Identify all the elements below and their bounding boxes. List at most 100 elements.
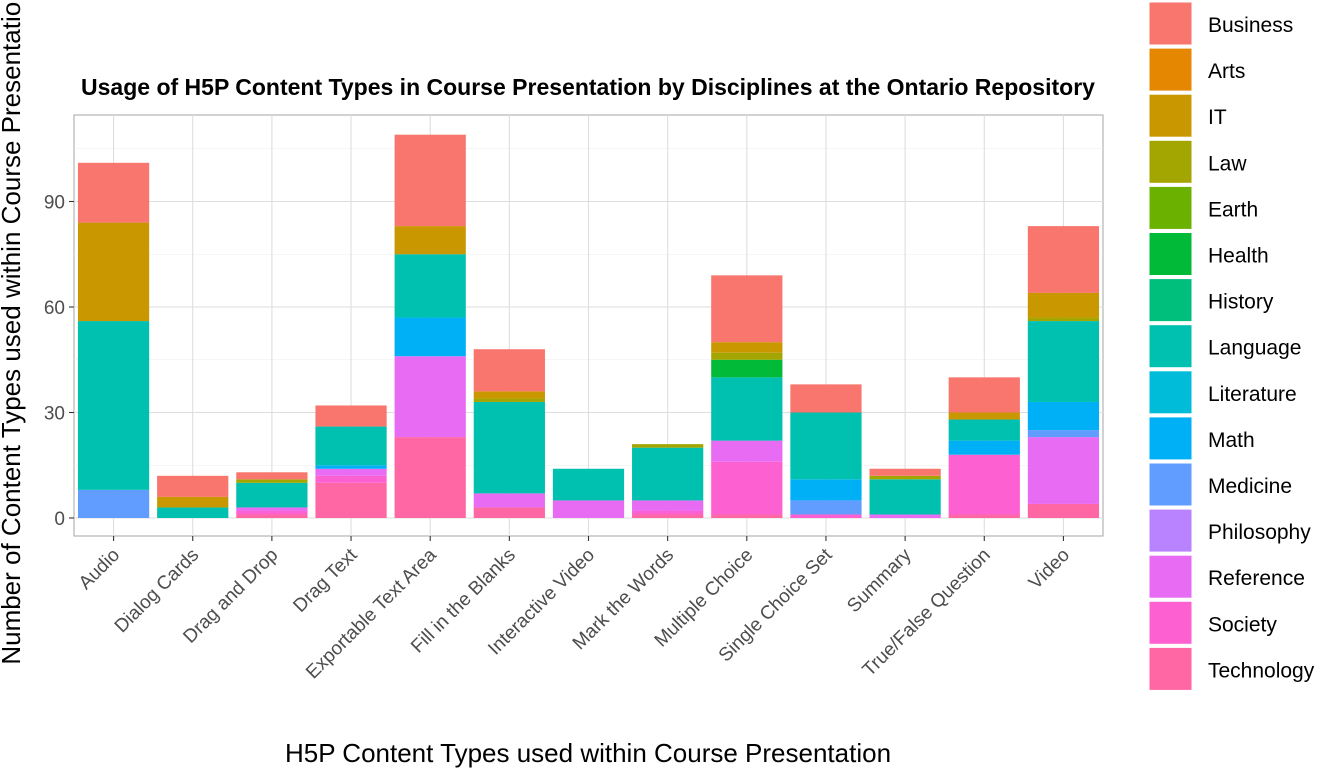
bar-segment-technology	[948, 514, 1020, 518]
bar-segment-business	[948, 377, 1020, 413]
bar-segment-language	[236, 482, 308, 508]
bar-segment-it	[1027, 292, 1100, 318]
x-tick-label: Exportable Text Area	[302, 544, 441, 683]
bar-segment-law	[632, 444, 704, 448]
y-tick-label: 90	[44, 193, 65, 214]
legend-swatch-math	[1148, 416, 1193, 461]
y-tick-label: 30	[44, 404, 65, 425]
y-tick-label: 60	[44, 298, 65, 319]
bar-segment-language	[394, 254, 466, 318]
legend-label: Arts	[1208, 60, 1245, 83]
bar-segment-medicine	[77, 489, 150, 518]
legend-label: Philosophy	[1208, 521, 1311, 544]
legend-swatch-earth	[1148, 185, 1193, 230]
legend-label: Society	[1208, 613, 1277, 636]
bar-segment-society	[711, 461, 783, 515]
bar-segment-law	[711, 352, 783, 360]
bar-segment-math	[1027, 401, 1100, 431]
bar-segment-business	[711, 275, 783, 343]
bar-segment-it	[711, 342, 783, 353]
bar-segment-it	[473, 391, 545, 399]
y-tick-label: 0	[54, 509, 65, 530]
bar-segment-it	[77, 222, 150, 322]
bar-segment-medicine	[790, 500, 862, 515]
legend-swatch-society	[1148, 600, 1193, 645]
bar-segment-business	[869, 468, 941, 476]
bar-segment-law	[236, 479, 308, 483]
bar-segment-technology	[315, 482, 387, 518]
bar-segment-technology	[711, 514, 783, 518]
bar-segment-math	[790, 479, 862, 501]
bar-segment-language	[1027, 321, 1100, 402]
bar-segment-business	[315, 405, 387, 427]
legend-label: Earth	[1208, 198, 1258, 221]
bar-segment-technology	[1027, 503, 1100, 518]
legend-swatch-business	[1148, 1, 1193, 46]
bar-segment-health	[711, 359, 783, 378]
bar-segment-language	[869, 479, 941, 515]
bar-segment-business	[394, 134, 466, 227]
bar-segment-reference	[473, 493, 545, 508]
legend-swatch-arts	[1148, 47, 1193, 92]
legend-label: Language	[1208, 337, 1301, 360]
legend-label: Literature	[1208, 383, 1297, 406]
legend-label: Math	[1208, 429, 1255, 452]
legend-label: Medicine	[1208, 475, 1292, 498]
legend-label: Reference	[1208, 567, 1305, 590]
bar-segment-medicine	[1027, 430, 1100, 438]
x-tick-label: Drag Text	[289, 544, 362, 617]
bar-segment-law	[473, 398, 545, 402]
bar-segment-math	[948, 440, 1020, 455]
bar-segment-math	[315, 465, 387, 469]
bar-segment-society	[236, 510, 308, 515]
legend-label: Business	[1208, 14, 1293, 37]
legend-swatch-philosophy	[1148, 508, 1193, 553]
bar-segment-it	[394, 226, 466, 255]
legend-swatch-language	[1148, 324, 1193, 369]
bar-segment-society	[948, 454, 1020, 515]
chart-title: Usage of H5P Content Types in Course Pre…	[81, 74, 1095, 100]
bar-segment-technology	[236, 514, 308, 518]
legend-swatch-literature	[1148, 370, 1193, 415]
bar-segment-technology	[473, 507, 545, 518]
bar-segment-language	[473, 401, 545, 494]
legend: Business Arts IT Law Earth Health History Langu…	[1148, 1, 1315, 691]
legend-swatch-law	[1148, 139, 1193, 184]
bar-segment-business	[790, 384, 862, 413]
bar-segment-society	[790, 514, 862, 518]
bar-segment-business	[157, 475, 229, 497]
x-tick-label: Video	[1025, 545, 1074, 594]
bar-segment-math	[394, 317, 466, 357]
bars	[77, 134, 1100, 518]
bar-segment-reference	[236, 507, 308, 511]
bar-segment-reference	[632, 500, 704, 511]
bar-segment-reference	[869, 514, 941, 518]
bar-segment-reference	[394, 356, 466, 438]
bar-segment-business	[473, 349, 545, 392]
bar-segment-language	[632, 447, 704, 501]
bar-segment-reference	[315, 468, 387, 476]
bar-segment-business	[1027, 226, 1100, 293]
legend-swatch-history	[1148, 278, 1193, 323]
bar-segment-it	[157, 496, 229, 508]
bar-segment-language	[315, 426, 387, 466]
legend-swatch-technology	[1148, 646, 1193, 691]
bar-segment-language	[711, 377, 783, 441]
bar-segment-reference	[711, 440, 783, 462]
bar-segment-language	[77, 321, 150, 490]
x-tick-label: Audio	[75, 545, 124, 594]
bar-segment-law	[869, 475, 941, 480]
legend-label: Technology	[1208, 659, 1315, 682]
legend-swatch-medicine	[1148, 462, 1193, 507]
legend-label: Law	[1208, 152, 1247, 175]
legend-label: Health	[1208, 245, 1269, 268]
legend-label: IT	[1208, 106, 1227, 129]
legend-label: History	[1208, 291, 1274, 314]
bar-segment-reference	[552, 500, 625, 518]
y-axis-title: Number of Content Types used within Cour…	[0, 0, 26, 665]
bar-segment-technology	[394, 437, 466, 518]
bar-segment-business	[77, 162, 150, 223]
bar-segment-language	[790, 412, 862, 480]
